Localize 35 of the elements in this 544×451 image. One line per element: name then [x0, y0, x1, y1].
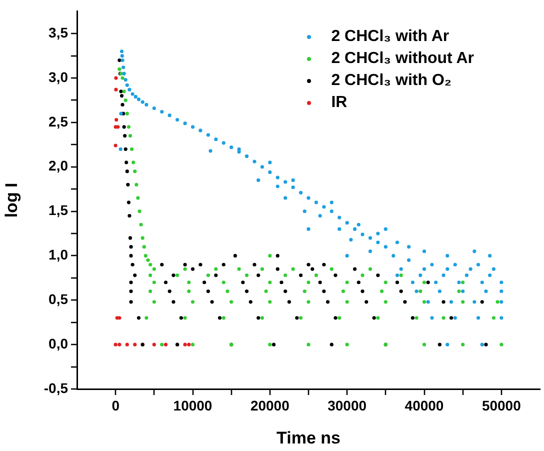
y-tick-label: 2,0	[48, 158, 68, 174]
point	[114, 76, 118, 80]
point	[133, 342, 137, 346]
point	[125, 342, 129, 346]
legend-label: 2 CHCl₃ with Ar	[331, 28, 450, 46]
point	[183, 342, 187, 346]
point	[114, 118, 118, 122]
y-tick-label: 1,0	[48, 246, 68, 263]
x-tick-label: 20000	[250, 397, 290, 414]
point	[164, 342, 168, 346]
y-tick-label: 1,5	[48, 202, 68, 218]
y-tick-label: 0,0	[48, 335, 68, 352]
y-tick-label: 3,5	[48, 24, 68, 40]
point	[114, 88, 118, 92]
y-tick-label: 2,5	[48, 113, 68, 130]
x-axis-title: Time ns	[276, 428, 340, 448]
y-tick-label: 3,0	[48, 68, 68, 85]
point	[118, 316, 122, 320]
y-tick-label: -0,5	[44, 380, 68, 396]
legend-label: IR	[331, 94, 348, 112]
x-tick-label: 50000	[482, 397, 522, 414]
point	[114, 342, 118, 346]
point	[116, 125, 120, 129]
y-axis-title: log I	[2, 182, 21, 218]
x-tick-label: 40000	[404, 397, 444, 414]
x-tick-label: 10000	[173, 397, 212, 414]
point	[187, 342, 191, 346]
legend-label: 2 CHCl₃ without Ar	[331, 50, 474, 68]
y-tick-label: 0,5	[48, 291, 68, 308]
x-tick-label: 0	[112, 397, 120, 414]
point	[114, 144, 118, 148]
point	[152, 342, 156, 346]
legend-label: 2 CHCl₃ with O₂	[331, 72, 452, 90]
x-tick-label: 30000	[328, 397, 367, 414]
point	[118, 342, 122, 346]
